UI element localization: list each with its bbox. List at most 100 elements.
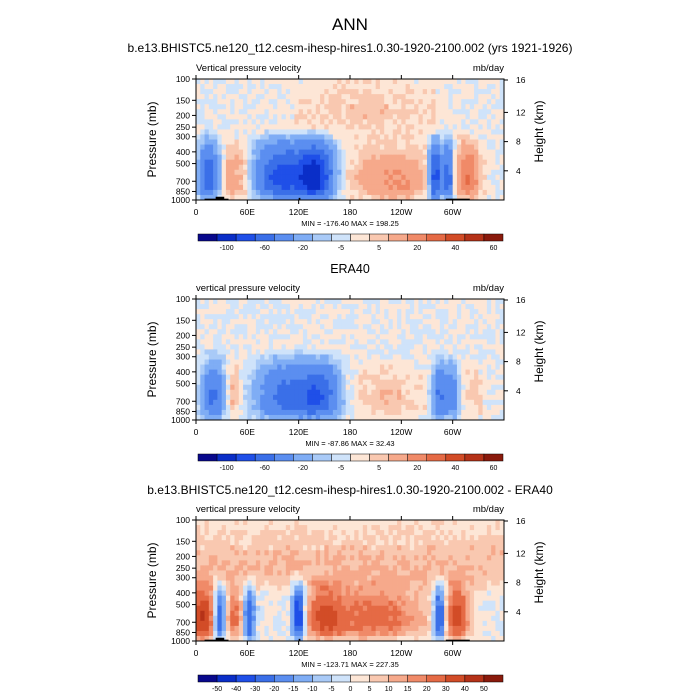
heatmap-cell [495, 119, 501, 125]
heatmap-cell [444, 139, 449, 145]
heatmap-cell [315, 304, 321, 310]
heatmap-cell [375, 404, 381, 411]
heatmap-cell [204, 595, 210, 602]
heatmap-cell [384, 124, 389, 130]
heatmap-cell [414, 179, 419, 186]
heatmap-cell [482, 414, 488, 421]
heatmap-cell [491, 304, 496, 310]
heatmap-cell [401, 164, 407, 171]
heatmap-cell [273, 179, 278, 186]
heatmap-cell [260, 580, 265, 586]
heatmap-cell [371, 319, 377, 325]
heatmap-cell [285, 379, 291, 386]
heatmap-cell [320, 309, 325, 315]
heatmap-cell [255, 164, 261, 171]
heatmap-cell [350, 595, 355, 602]
heatmap-cell [388, 79, 394, 85]
heatmap-cell [281, 404, 287, 411]
colorbar-segment [216, 453, 237, 462]
heatmap-cell [495, 109, 501, 115]
heatmap-cell [388, 184, 394, 191]
heatmap-cell [320, 409, 325, 416]
heatmap-cell [367, 565, 372, 571]
heatmap-cell [362, 384, 368, 391]
heatmap-cell [414, 164, 419, 171]
colorbar-segment [331, 233, 351, 242]
heatmap-cell [384, 359, 389, 365]
heatmap-cell [358, 580, 364, 586]
heatmap-cell [414, 129, 419, 135]
heatmap-cell [362, 119, 368, 125]
heatmap-cell [277, 344, 282, 350]
heatmap-cell [362, 409, 368, 416]
heatmap-cell [409, 364, 415, 370]
heatmap-cell [324, 329, 330, 335]
heatmap-cell [298, 99, 304, 105]
heatmap-cell [439, 159, 445, 166]
heatmap-cell [341, 409, 347, 416]
heatmap-cell [482, 304, 488, 310]
heatmap-cell [285, 319, 291, 325]
heatmap-cell [302, 164, 308, 171]
heatmap-cell [418, 404, 424, 411]
heatmap-cell [204, 184, 210, 191]
heatmap-cell [341, 404, 347, 411]
heatmap-cell [260, 189, 265, 196]
heatmap-cell [427, 379, 432, 386]
heatmap-cell [277, 394, 282, 401]
heatmap-cell [221, 109, 227, 115]
heatmap-cell [221, 409, 227, 416]
heatmap-cell [341, 575, 347, 581]
heatmap-cell [332, 615, 338, 622]
heatmap-cell [225, 555, 231, 561]
heatmap-cell [311, 605, 317, 612]
heatmap-cell [345, 304, 351, 310]
heatmap-cell [290, 570, 295, 576]
heatmap-cell [358, 189, 364, 196]
heatmap-cell [388, 99, 394, 105]
heatmap-cell [200, 94, 205, 100]
heatmap-cell [294, 339, 300, 345]
heatmap-cell [405, 369, 411, 376]
heatmap-cell [208, 114, 214, 120]
heatmap-cell [486, 184, 492, 191]
heatmap-cell [409, 114, 415, 120]
heatmap-cell [371, 550, 377, 556]
heatmap-cell [307, 379, 312, 386]
heatmap-cell [439, 144, 445, 150]
heatmap-cell [358, 94, 364, 100]
heatmap-cell [491, 144, 496, 150]
heatmap-cell [251, 124, 257, 130]
heatmap-cell [486, 409, 492, 416]
heatmap-cell [414, 369, 419, 376]
heatmap-cell [238, 179, 244, 186]
heatmap-cell [307, 189, 312, 196]
heatmap-cell [337, 404, 342, 411]
heatmap-cell [328, 570, 334, 576]
heatmap-cell [332, 399, 338, 406]
heatmap-cell [230, 560, 235, 566]
heatmap-cell [350, 134, 355, 140]
heatmap-cell [315, 359, 321, 365]
heatmap-cell [285, 620, 291, 627]
heatmap-cell [247, 174, 253, 181]
heatmap-cell [221, 525, 227, 531]
heatmap-cell [221, 394, 227, 401]
heatmap-cell [452, 139, 458, 145]
heatmap-cell [469, 169, 475, 176]
heatmap-cell [337, 550, 342, 556]
heatmap-cell [273, 304, 278, 310]
heatmap-cell [358, 610, 364, 617]
heatmap-cell [456, 164, 462, 171]
heatmap-cell [482, 149, 488, 156]
heatmap-cell [285, 94, 291, 100]
heatmap-cell [268, 314, 274, 320]
heatmap-cell [230, 304, 235, 310]
heatmap-cell [405, 299, 411, 305]
heatmap-cell [307, 129, 312, 135]
heatmap-cell [337, 184, 342, 191]
heatmap-cell [337, 189, 342, 196]
heatmap-cell [230, 164, 235, 171]
heatmap-cell [294, 620, 300, 627]
heatmap-cell [362, 104, 368, 110]
